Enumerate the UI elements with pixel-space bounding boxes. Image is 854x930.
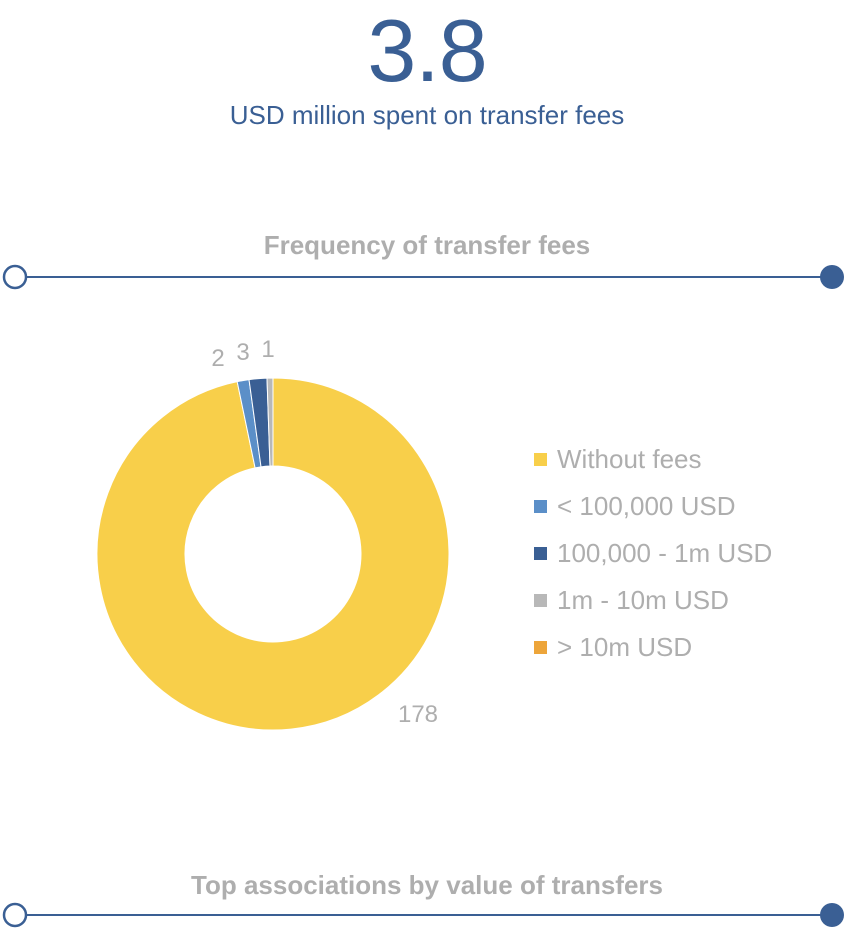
legend-swatch — [534, 453, 547, 466]
legend-swatch — [534, 594, 547, 607]
donut-slice-without-fees — [96, 377, 450, 731]
donut-chart: 178 2 3 1 — [96, 336, 450, 731]
legend-label: Without fees — [557, 444, 702, 474]
data-label-without-fees: 178 — [398, 701, 438, 728]
legend-label: < 100,000 USD — [557, 491, 736, 521]
section-divider — [2, 264, 844, 290]
section-title-top-associations: Top associations by value of transfers — [191, 870, 663, 900]
headline-caption: USD million spent on transfer fees — [229, 100, 625, 130]
divider-filled-dot — [820, 265, 844, 289]
section-title-frequency: Frequency of transfer fees — [263, 230, 591, 260]
divider-filled-dot — [820, 903, 844, 927]
donut-slice-1m-10m — [266, 377, 274, 467]
legend-swatch — [534, 641, 547, 654]
data-label-100k-1m: 3 — [236, 339, 249, 366]
data-label-1m-10m: 1 — [261, 336, 274, 363]
legend-item-under-100k: < 100,000 USD — [534, 483, 772, 530]
chart-legend: Without fees < 100,000 USD 100,000 - 1m US… — [534, 436, 772, 671]
divider-open-dot — [2, 264, 28, 290]
legend-label: > 10m USD — [557, 632, 693, 662]
legend-item-100k-1m: 100,000 - 1m USD — [534, 530, 772, 577]
legend-item-without-fees: Without fees — [534, 436, 772, 483]
legend-label: 100,000 - 1m USD — [557, 538, 773, 568]
legend-item-1m-10m: 1m - 10m USD — [534, 577, 772, 624]
legend-item-over-10m: > 10m USD — [534, 624, 772, 671]
section-divider-bottom — [2, 902, 844, 928]
legend-swatch — [534, 547, 547, 560]
divider-open-dot — [2, 902, 28, 928]
data-label-under-100k: 2 — [211, 345, 224, 372]
legend-swatch — [534, 500, 547, 513]
legend-label: 1m - 10m USD — [557, 585, 729, 615]
big-number: 3.8 — [367, 1, 487, 100]
